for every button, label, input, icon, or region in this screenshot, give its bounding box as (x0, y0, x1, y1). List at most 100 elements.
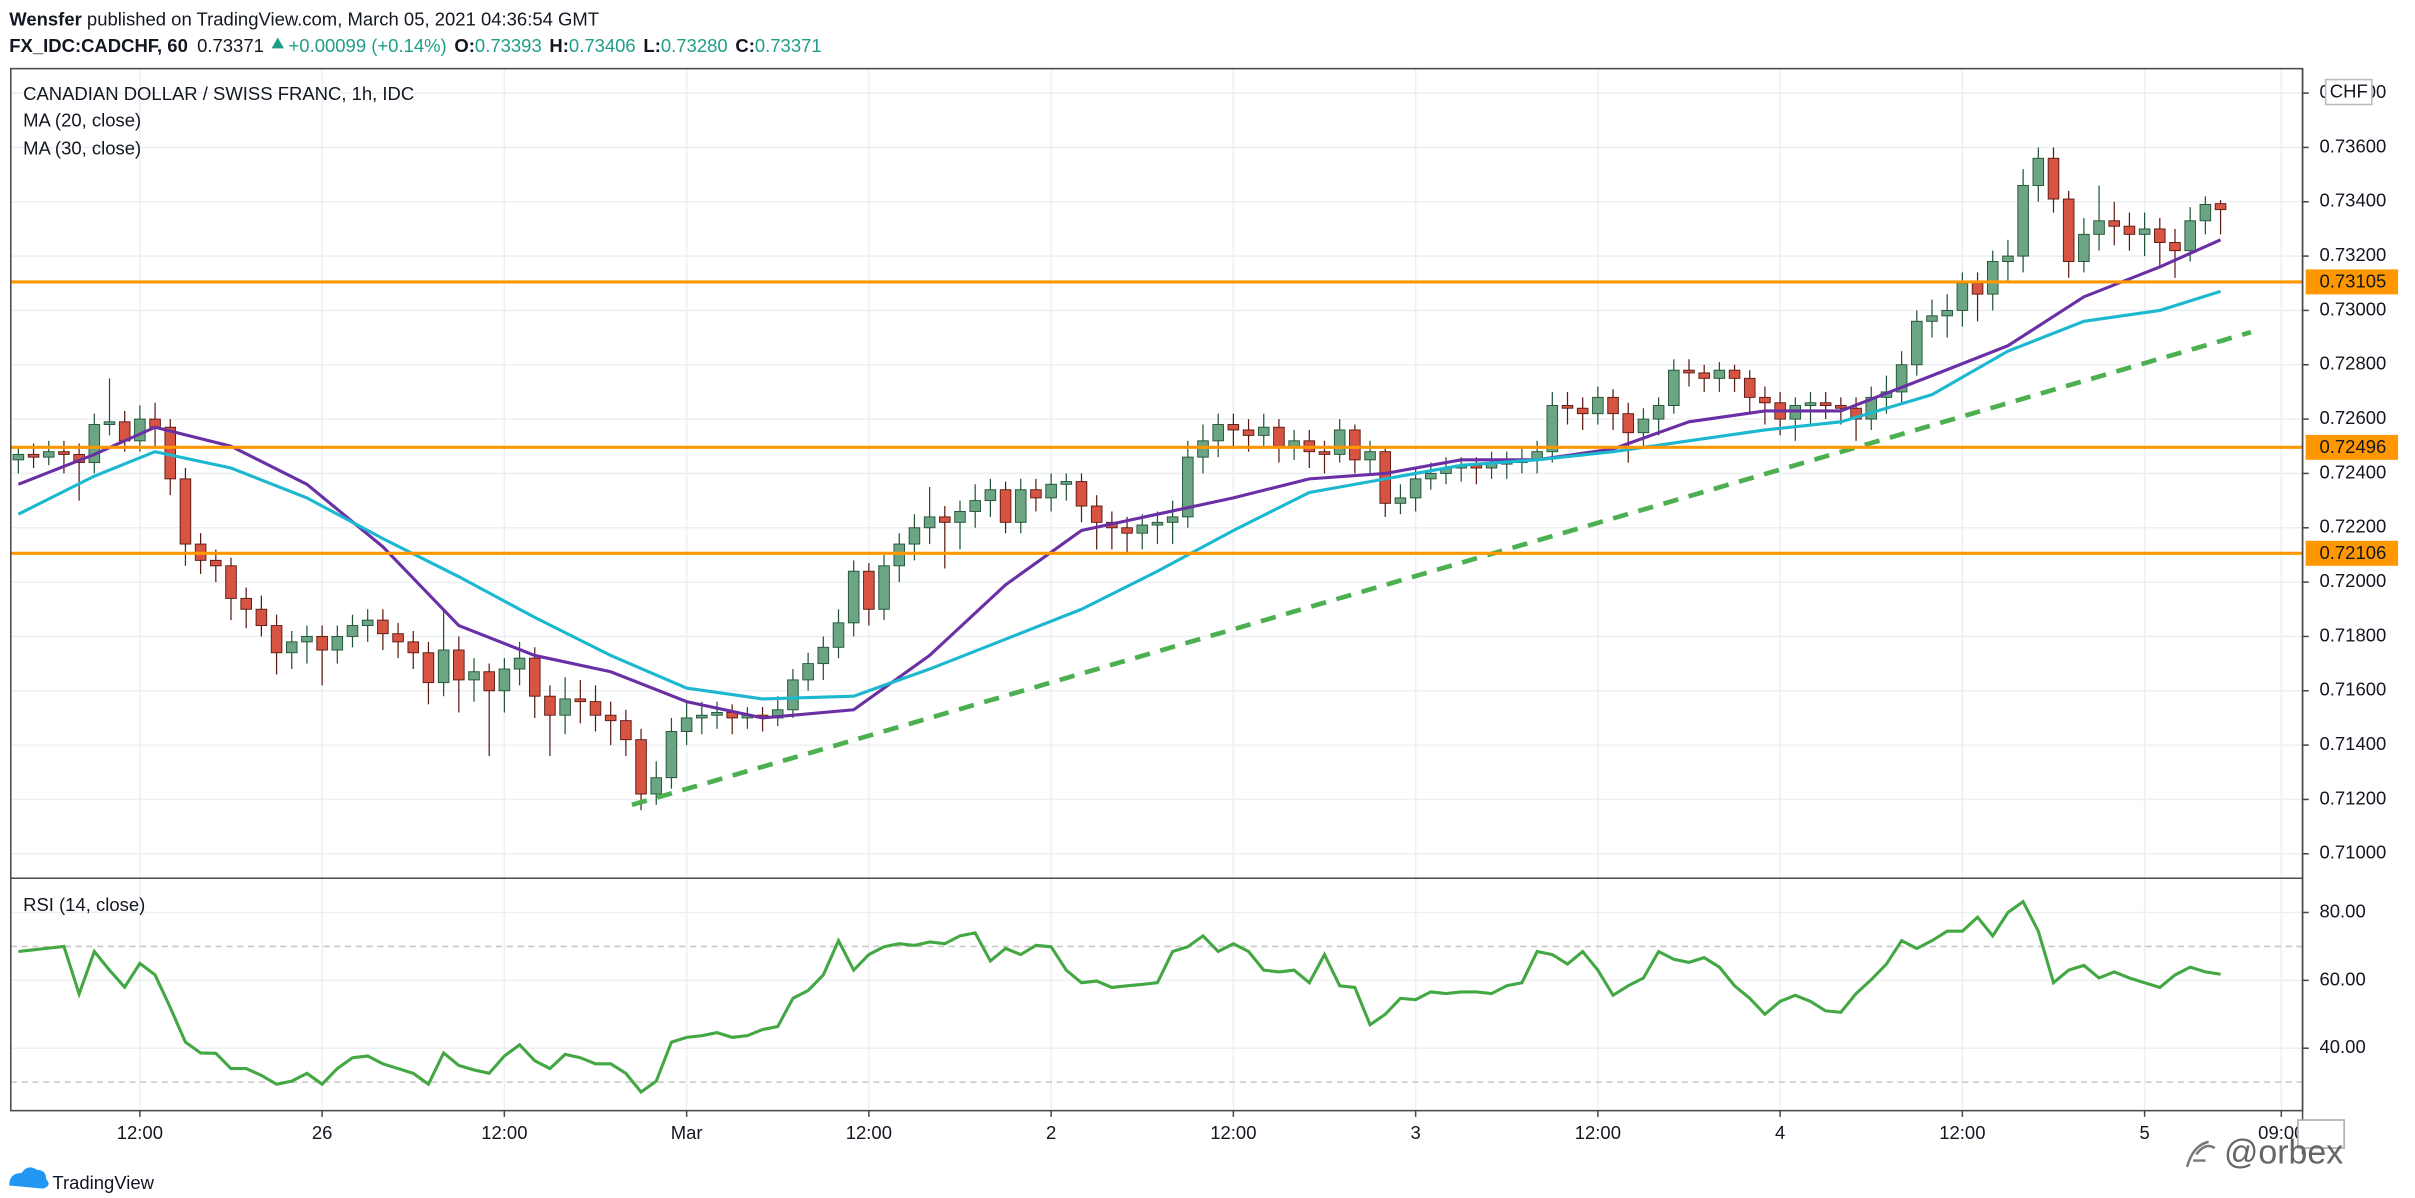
candle-body (528, 657, 541, 697)
currency-box (2324, 78, 2373, 106)
y-tick-label: 0.71000 (2320, 842, 2387, 863)
candle-body (331, 635, 344, 651)
candle-body (498, 668, 511, 692)
candle-body (1182, 456, 1194, 518)
candle-body (1075, 481, 1088, 507)
candle-body (1956, 282, 1969, 311)
candle-body (2199, 204, 2212, 222)
candle-body (832, 622, 845, 648)
watermark-icon (2185, 1140, 2216, 1168)
candle-body (908, 527, 921, 545)
candle-body (1759, 396, 1771, 404)
y-tick-label: 0.72600 (2320, 407, 2387, 428)
x-tick-label: 12:00 (481, 1122, 527, 1143)
candle-body (999, 489, 1012, 523)
candle-body (1394, 497, 1407, 504)
candle-body (559, 698, 571, 716)
ohlc-value: 0.73393 (475, 35, 542, 56)
logo-icon (9, 1167, 49, 1189)
candle-body (1895, 364, 1908, 393)
candle-body (437, 649, 450, 684)
candle-body (665, 731, 678, 779)
y-tick-label: 80.00 (2320, 900, 2366, 921)
candle-body (984, 489, 997, 502)
candle-body (939, 516, 951, 523)
level-badge (2305, 269, 2399, 295)
y-tick-label: 40.00 (2320, 1036, 2366, 1057)
candle-body (1926, 315, 1938, 322)
candle-body (301, 635, 313, 643)
level-label: 0.72496 (2320, 436, 2387, 457)
candle-body (42, 451, 55, 458)
candle-body (969, 500, 981, 512)
y-tick-label: 0.71200 (2320, 787, 2387, 808)
candle-body (1166, 516, 1179, 523)
candle-body (650, 777, 663, 795)
y-tick-label: 0.73600 (2320, 135, 2387, 156)
frame (10, 67, 2304, 1155)
candle-body (923, 516, 936, 529)
x-tick-label: 3 (1410, 1122, 1420, 1143)
candle-body (1288, 440, 1300, 447)
candle-body (407, 641, 420, 654)
candle-body (1971, 282, 1984, 295)
legend-entry: MA (20, close) (23, 110, 141, 131)
candle-body (1728, 369, 1741, 379)
candle-body (2184, 220, 2196, 252)
candle-body (2032, 157, 2045, 186)
candle-body (1045, 483, 1057, 499)
candle-body (1409, 478, 1422, 499)
candle-body (1060, 481, 1073, 485)
candle-body (635, 739, 647, 795)
watermark-text: @orbex (2224, 1133, 2343, 1171)
candle-body (1030, 489, 1042, 499)
candle-body (1546, 405, 1559, 453)
y-tick-label: 0.72200 (2320, 516, 2387, 537)
candle-body (346, 625, 359, 637)
y-tick-label: 0.71400 (2320, 733, 2387, 754)
y-tick-label: 60.00 (2320, 968, 2366, 989)
candle-body (1743, 377, 1756, 398)
candle-body (589, 701, 602, 716)
candle-body (1136, 524, 1149, 534)
moving-average-line (17, 289, 2222, 701)
level-label: 0.72106 (2320, 542, 2387, 563)
candle-body (27, 453, 40, 458)
ohlc-key: C: (735, 35, 754, 56)
candle-body (1652, 405, 1665, 420)
x-tick-label: Mar (671, 1122, 703, 1143)
candle-body (58, 451, 70, 455)
candle-body (422, 652, 435, 684)
candle-body (878, 565, 890, 610)
candle-body (88, 424, 101, 464)
x-tick-label: 12:00 (1210, 1122, 1256, 1143)
ohlc-key: L: (643, 35, 660, 56)
candle-body (240, 597, 252, 610)
candle-body (1713, 369, 1726, 379)
candle-body (453, 649, 465, 681)
candle-body (1014, 489, 1027, 523)
x-tick-label: 12:00 (1939, 1122, 1985, 1143)
candle-body (574, 698, 587, 703)
candle-body (817, 646, 830, 665)
candle-body (2154, 228, 2166, 243)
axes: 12:00 26 12:00 Mar 12:00 2 12:00 3 12:00 4 12:00 5 0… (117, 78, 2399, 1149)
candle-body (787, 679, 799, 711)
candle-body (255, 608, 268, 627)
ohlc-value: 0.73371 (755, 35, 822, 56)
candle-body (513, 657, 526, 670)
rsi-pane (10, 899, 2303, 1095)
x-tick-label: 09:00 (2258, 1122, 2304, 1143)
y-tick-label: 0.72400 (2320, 461, 2387, 482)
candle-body (2138, 228, 2151, 235)
candle-body (2108, 220, 2121, 227)
candle-body (210, 559, 222, 567)
candle-body (1835, 405, 1847, 409)
candle-body (2093, 220, 2105, 235)
ohlc-value: 0.73406 (569, 35, 636, 56)
candle-body (1941, 309, 1953, 317)
up-arrow-icon (271, 37, 284, 49)
